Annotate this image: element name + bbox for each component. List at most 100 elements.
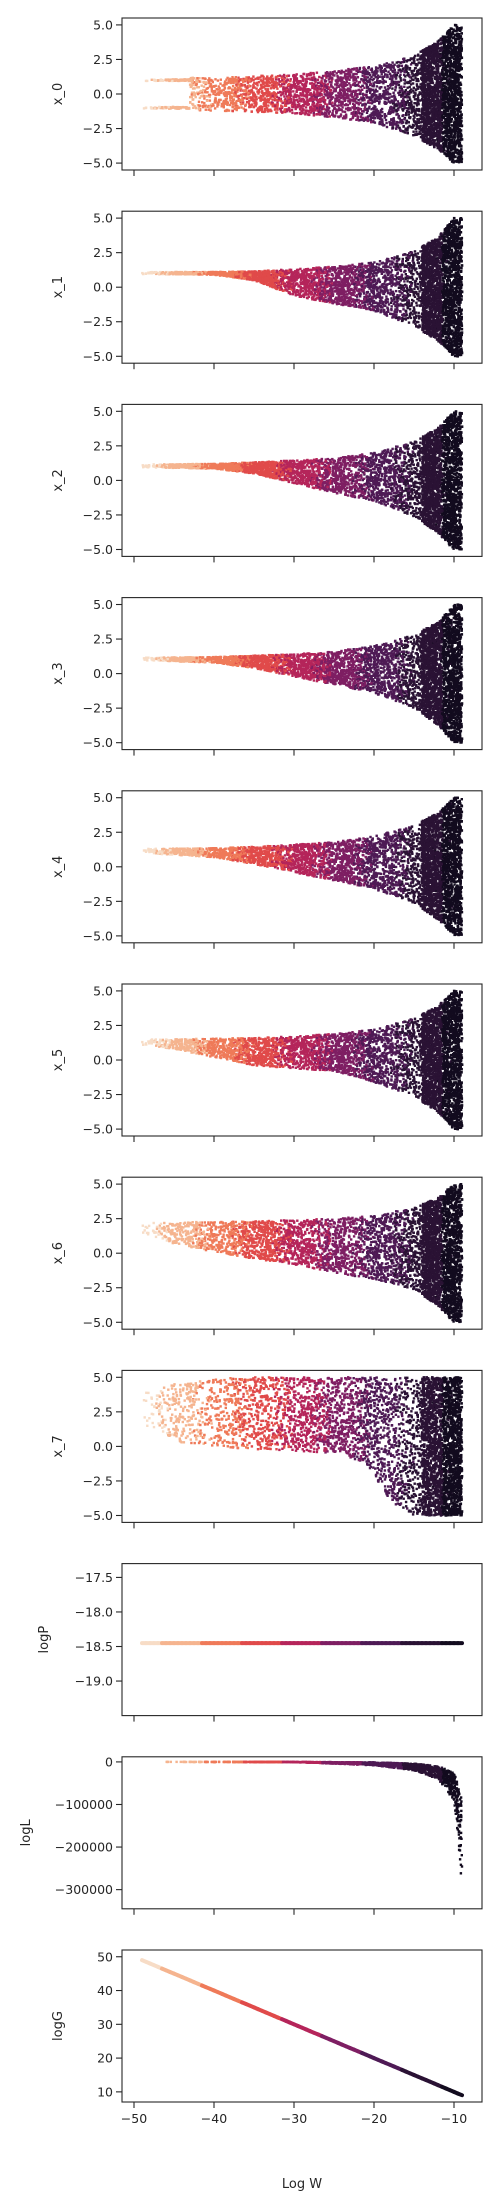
scatter-point (231, 109, 234, 113)
scatter-point (263, 104, 266, 107)
scatter-point (257, 107, 261, 110)
scatter-point (328, 72, 331, 76)
scatter-point (206, 81, 209, 85)
scatter-point (376, 76, 379, 80)
scatter-point (329, 102, 333, 106)
scatter-point (437, 82, 441, 86)
scatter-point (444, 100, 447, 104)
scatter-point (458, 53, 462, 56)
scatter-point (443, 49, 446, 52)
scatter-point (285, 102, 288, 105)
scatter-point (436, 114, 439, 118)
scatter-point (363, 72, 367, 75)
scatter-point (422, 128, 426, 131)
y-tick-label: −2.5 (83, 121, 113, 136)
scatter-point (365, 84, 368, 87)
scatter-point (276, 108, 279, 111)
scatter-point (215, 88, 218, 91)
scatter-point (411, 82, 415, 85)
scatter-point (403, 95, 406, 99)
scatter-point (217, 93, 221, 96)
scatter-point (428, 57, 432, 60)
scatter-point (442, 112, 445, 116)
scatter-point (273, 108, 277, 111)
scatter-point (447, 30, 451, 34)
scatter-point (442, 39, 446, 42)
scatter-point (441, 72, 444, 76)
scatter-point (298, 103, 301, 106)
scatter-point (392, 66, 395, 70)
scatter-point (365, 111, 369, 114)
scatter-point (416, 96, 420, 99)
scatter-point (396, 71, 399, 75)
scatter-point (242, 93, 245, 96)
scatter-point (311, 86, 314, 90)
scatter-point (220, 102, 224, 106)
scatter-point (448, 29, 452, 32)
scatter-point (155, 107, 158, 110)
scatter-point (431, 135, 435, 139)
scatter-point (421, 131, 424, 134)
scatter-point (234, 101, 237, 104)
scatter-point (217, 99, 221, 102)
scatter-point (236, 104, 239, 108)
scatter-point (322, 100, 325, 103)
scatter-point (312, 114, 316, 117)
scatter-point (236, 78, 239, 82)
scatter-point (344, 69, 348, 72)
scatter-point (303, 72, 306, 76)
scatter-point (195, 79, 198, 82)
scatter-point (458, 123, 462, 127)
scatter-point (374, 88, 377, 91)
scatter-point (458, 59, 461, 63)
scatter-point (457, 44, 461, 47)
scatter-point (395, 125, 398, 129)
scatter-point (400, 64, 404, 67)
scatter-point (235, 83, 238, 86)
scatter-point (447, 125, 450, 128)
scatter-point (201, 101, 204, 104)
scatter-point (440, 78, 444, 81)
scatter-point (445, 150, 448, 153)
scatter-point (404, 101, 407, 105)
scatter-point (431, 81, 435, 85)
scatter-point (332, 90, 336, 93)
scatter-point (382, 95, 385, 99)
scatter-point (439, 52, 442, 56)
scatter-point (287, 94, 291, 97)
scatter-point (284, 92, 287, 96)
scatter-point (341, 110, 344, 113)
scatter-point (212, 104, 215, 107)
scatter-point (341, 78, 344, 82)
scatter-point (269, 93, 272, 97)
scatter-point (376, 116, 379, 119)
scatter-point (372, 117, 376, 120)
scatter-point (452, 104, 456, 108)
scatter-point (341, 94, 344, 97)
scatter-point (412, 86, 415, 89)
scatter-point (450, 114, 453, 117)
scatter-point (186, 78, 189, 81)
scatter-point (223, 94, 227, 98)
scatter-point (399, 104, 402, 108)
scatter-point (428, 84, 432, 88)
scatter-point (444, 114, 447, 118)
scatter-point (264, 87, 267, 91)
scatter-point (295, 95, 298, 99)
scatter-point (212, 92, 215, 96)
scatter-point (213, 85, 216, 88)
scatter-point (438, 107, 441, 111)
scatter-point (405, 64, 408, 67)
scatter-point (411, 75, 414, 78)
scatter-point (428, 61, 432, 64)
scatter-point (266, 94, 270, 97)
scatter-point (336, 78, 339, 82)
scatter-point (345, 92, 349, 96)
scatter-point (290, 108, 294, 112)
scatter-point (318, 75, 321, 79)
scatter-point (388, 110, 391, 114)
scatter-point (317, 110, 321, 113)
scatter-point (458, 116, 461, 119)
scatter-point (455, 32, 459, 36)
scatter-point (269, 87, 273, 90)
